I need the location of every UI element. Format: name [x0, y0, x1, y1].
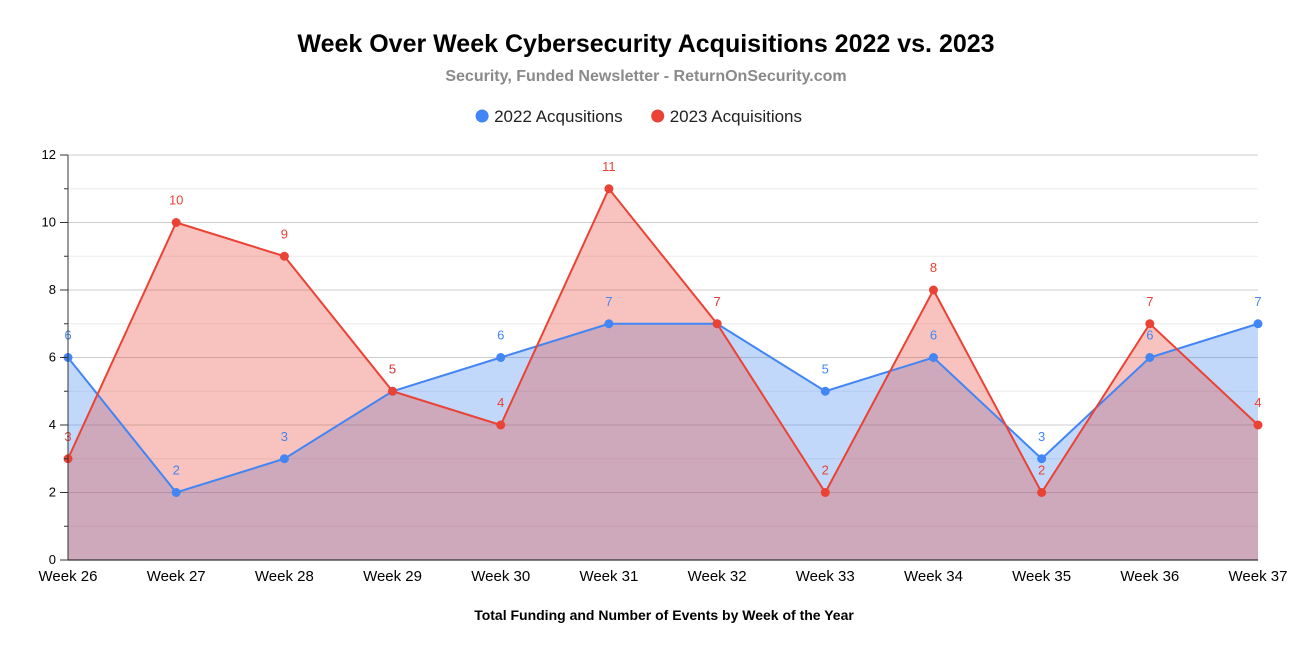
y-tick-label: 8	[49, 282, 56, 297]
y-tick-label: 10	[42, 215, 56, 230]
data-label-series-2: 11	[602, 159, 616, 174]
x-tick-label: Week 37	[1229, 568, 1288, 585]
data-label-series-2: 7	[1146, 294, 1153, 309]
data-point-series-2	[279, 251, 289, 261]
x-tick-label: Week 35	[1012, 568, 1071, 585]
x-tick-label: Week 27	[147, 568, 206, 585]
data-point-series-2	[388, 386, 398, 396]
x-tick-label: Week 33	[796, 568, 855, 585]
x-tick-label: Week 36	[1120, 568, 1179, 585]
x-tick-label: Week 31	[579, 568, 638, 585]
data-point-series-2	[712, 319, 722, 329]
data-label-series-2: 2	[1038, 463, 1045, 478]
data-point-series-2	[171, 218, 181, 227]
data-label-series-2: 2	[822, 463, 829, 478]
data-label-series-1: 5	[822, 361, 829, 376]
data-point-series-1	[820, 386, 830, 396]
data-label-series-2: 7	[713, 294, 720, 309]
data-label-series-1: 6	[930, 328, 937, 343]
y-tick-label: 12	[42, 147, 56, 162]
data-label-series-2: 4	[1254, 395, 1261, 410]
data-label-series-1: 3	[1038, 429, 1045, 444]
series-area-1	[68, 323, 1258, 560]
data-label-series-2: 10	[169, 193, 183, 208]
x-axis-label: Total Funding and Number of Events by We…	[474, 607, 854, 623]
data-label-series-1: 7	[605, 294, 612, 309]
x-tick-label: Week 34	[904, 568, 963, 585]
data-label-series-1: 5	[389, 361, 396, 376]
x-tick-label: Week 32	[688, 568, 747, 585]
data-point-series-1	[279, 454, 289, 464]
data-label-series-1: 2	[173, 463, 180, 478]
y-tick-label: 4	[49, 417, 56, 432]
data-point-series-1	[1253, 319, 1263, 329]
data-point-series-1	[928, 353, 938, 362]
y-tick-label: 2	[49, 485, 56, 500]
data-label-series-2: 4	[497, 395, 504, 410]
data-point-series-2	[928, 285, 938, 295]
x-tick-label: Week 30	[471, 568, 530, 585]
data-label-series-1: 6	[1146, 328, 1153, 343]
series-area-2	[68, 188, 1258, 560]
data-point-series-2	[820, 488, 830, 497]
data-point-series-1	[1037, 454, 1047, 464]
data-point-series-2	[1145, 319, 1155, 329]
data-point-series-2	[1037, 488, 1047, 497]
data-label-series-2: 9	[281, 226, 288, 241]
data-label-series-1: 3	[281, 429, 288, 444]
chart-title: Week Over Week Cybersecurity Acquisition…	[297, 30, 995, 58]
x-tick-label: Week 26	[39, 568, 98, 585]
data-point-series-1	[171, 488, 181, 497]
legend-label-series-1: 2022 Acqusitions	[494, 107, 623, 126]
data-label-series-1: 6	[497, 328, 504, 343]
chart-subtitle: Security, Funded Newsletter - ReturnOnSe…	[445, 68, 847, 85]
x-tick-label: Week 28	[255, 568, 314, 585]
x-tick-label: Week 29	[363, 568, 422, 585]
series-line-1	[67, 322, 1259, 494]
data-point-series-2	[1253, 420, 1263, 430]
data-label-series-1: 7	[1254, 294, 1261, 309]
data-point-series-2	[604, 184, 614, 194]
data-label-series-2: 5	[389, 361, 396, 376]
legend-label-series-2: 2023 Acquisitions	[670, 107, 802, 126]
data-label-series-1: 7	[713, 294, 720, 309]
y-tick-label: 6	[49, 350, 56, 365]
series-line-2	[67, 186, 1259, 495]
data-point-series-1	[604, 319, 614, 329]
data-label-series-2: 8	[930, 260, 937, 275]
data-point-series-1	[1145, 353, 1155, 362]
data-point-series-2	[496, 420, 506, 430]
y-tick-label: 0	[49, 552, 56, 567]
legend-marker-series-1	[475, 109, 489, 123]
legend-marker-series-2	[651, 109, 665, 123]
data-point-series-1	[496, 353, 506, 362]
